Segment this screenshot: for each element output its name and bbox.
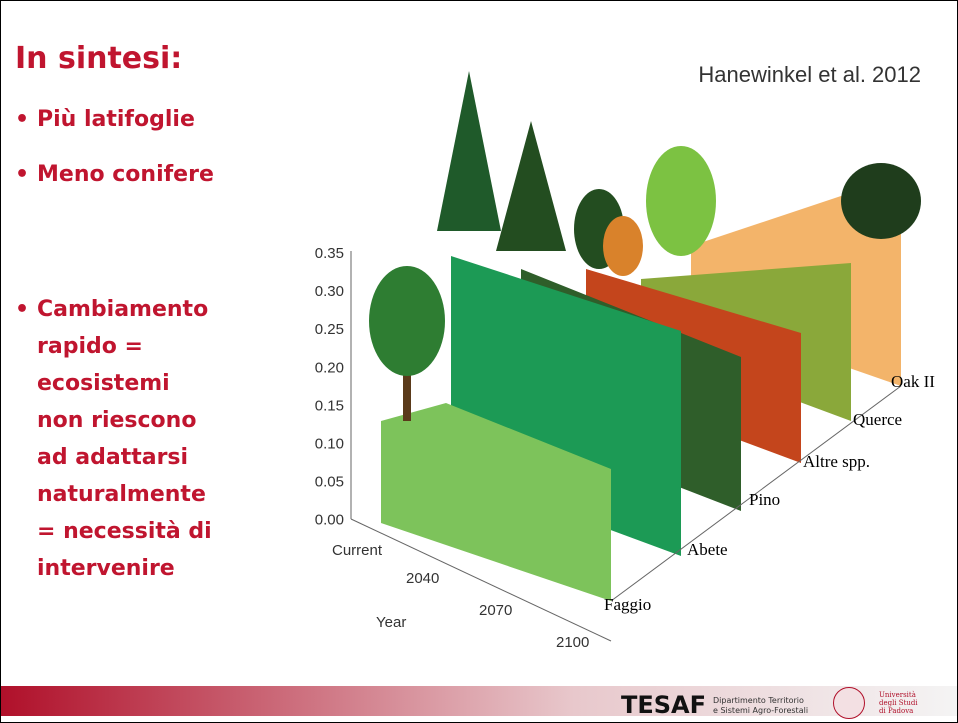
tree	[646, 146, 716, 256]
footer-line: degli Studi	[879, 699, 918, 707]
tree	[603, 216, 643, 276]
axis-label: 0.00	[315, 512, 344, 529]
species-label: Altre spp.	[803, 452, 870, 471]
axis-label: 0.10	[315, 435, 344, 452]
figure: Hanewinkel et al. 2012 0.35 0.30 0.25 0.20 0…	[1, 1, 957, 722]
footer-line: di Padova	[879, 707, 918, 715]
species-label: Abete	[687, 540, 728, 559]
axis-label: 2070	[479, 602, 512, 619]
figure-source: Hanewinkel et al. 2012	[698, 62, 921, 87]
species-label: Oak II	[891, 372, 935, 391]
tree	[496, 121, 566, 251]
axis-label: Current	[332, 542, 383, 559]
axis-label: 0.30	[315, 283, 344, 300]
axis-label: 2040	[406, 570, 439, 587]
species-label: Querce	[853, 410, 902, 429]
axis-label: 0.35	[315, 245, 344, 262]
axis-label: 2100	[556, 634, 589, 651]
axis-label: 0.15	[315, 397, 344, 414]
university-seal	[833, 687, 865, 719]
tree	[369, 266, 445, 376]
footer-line: Dipartimento Territorio	[713, 696, 808, 706]
footer-bar	[1, 686, 957, 716]
axis-label: Year	[376, 614, 406, 631]
axis-label: 0.05	[315, 474, 344, 491]
footer-line: e Sistemi Agro-Forestali	[713, 706, 808, 716]
axis-label: 0.25	[315, 321, 344, 338]
species-label: Faggio	[604, 595, 651, 614]
footer-line: Università	[879, 691, 918, 699]
tree	[841, 163, 921, 239]
slide: In sintesi: Più latifoglieMeno conifereC…	[0, 0, 958, 723]
footer-logo: TESAF	[621, 691, 706, 719]
tree	[437, 71, 501, 231]
axis-label: 0.20	[315, 359, 344, 376]
species-label: Pino	[749, 490, 780, 509]
